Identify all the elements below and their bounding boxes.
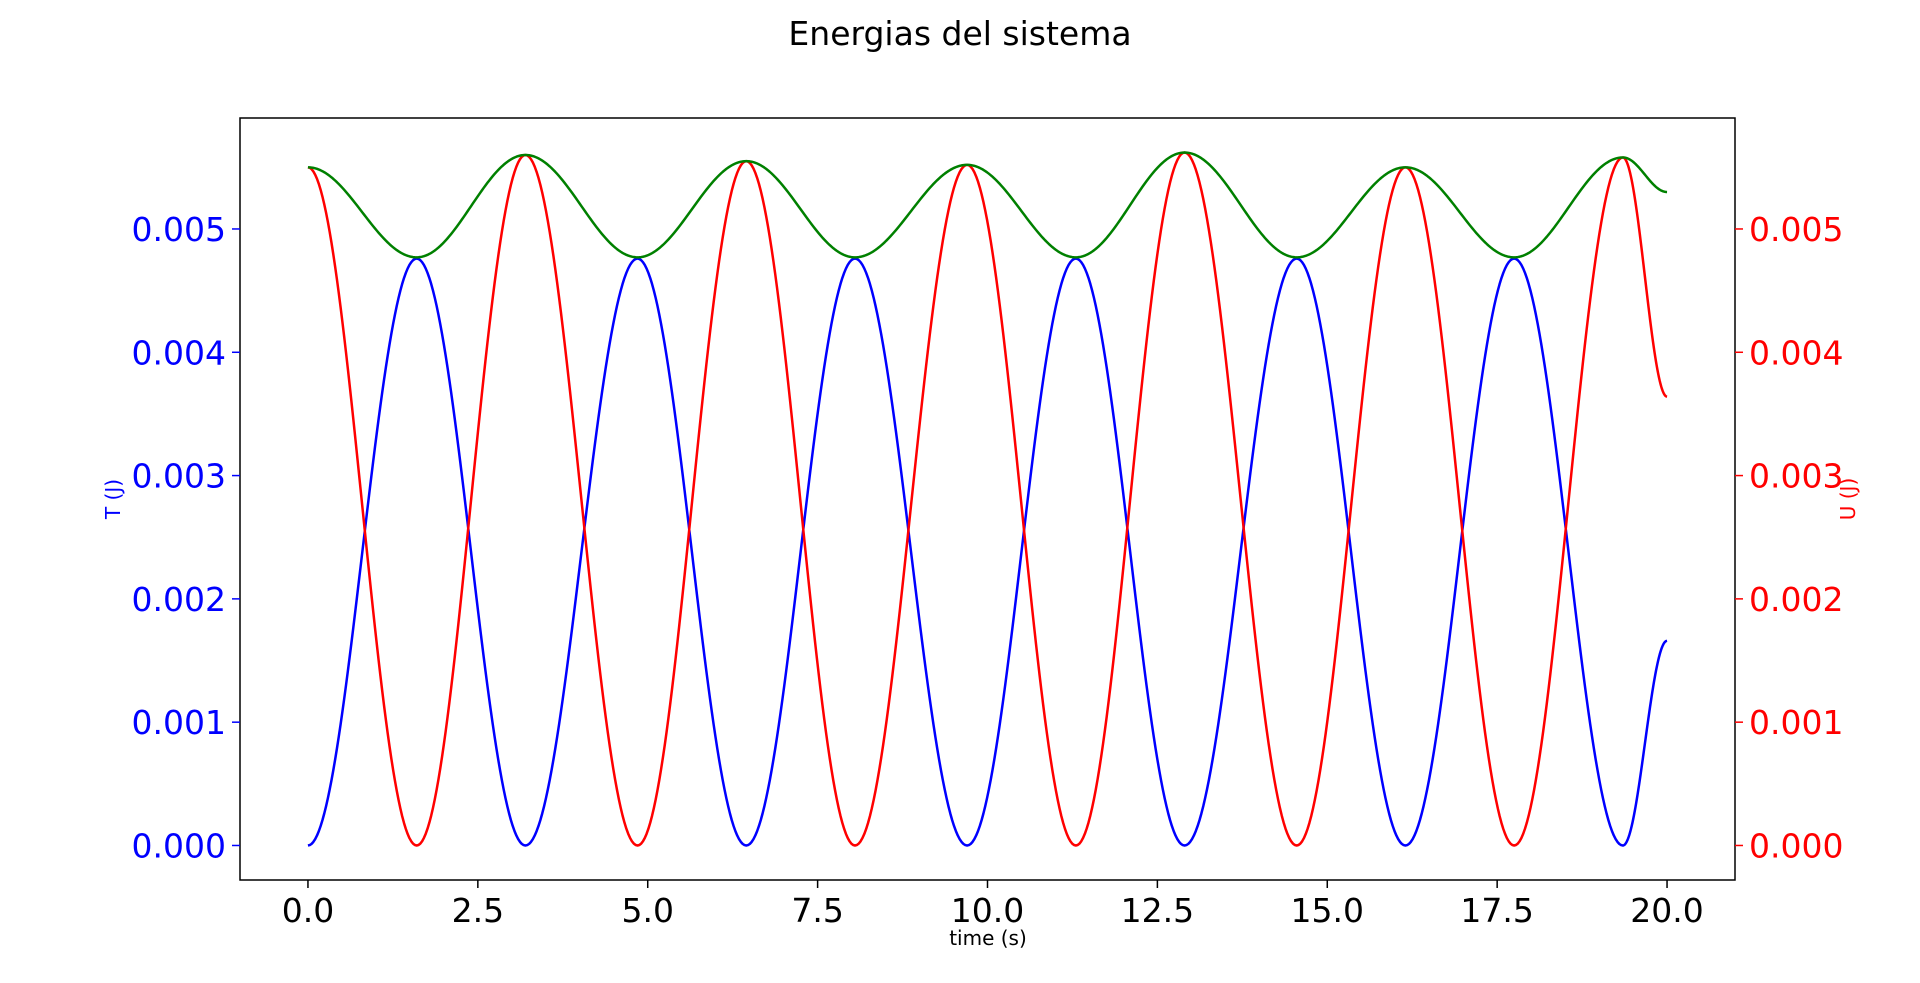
y-left-tick-label: 0.004 (132, 333, 226, 372)
chart-title: Energias del sistema (788, 14, 1131, 53)
y-right-tick-label: 0.000 (1749, 826, 1843, 865)
y-left-tick-label: 0.000 (132, 826, 226, 865)
x-tick-label: 2.5 (452, 891, 504, 930)
y-left-tick-label: 0.002 (132, 580, 226, 619)
x-axis-label: time (s) (949, 926, 1027, 950)
series-layer (307, 151, 1668, 847)
x-tick-label: 0.0 (282, 891, 334, 930)
x-tick-label: 10.0 (951, 891, 1024, 930)
y-right-tick-label: 0.004 (1749, 333, 1843, 372)
y-left-tick-label: 0.005 (132, 210, 226, 249)
x-tick-label: 7.5 (791, 891, 843, 930)
y-left-tick-label: 0.003 (132, 457, 226, 496)
y-axis-label-right: U (J) (1836, 478, 1860, 521)
series-line-1 (307, 257, 1668, 847)
y-axis-label-left: T (J) (101, 479, 125, 520)
y-left-tick-label: 0.001 (132, 703, 226, 742)
x-tick-label: 12.5 (1121, 891, 1194, 930)
y-ticks-right: 0.000 0.001 0.002 0.003 0.004 0.005 (1735, 210, 1843, 865)
x-ticks: 0.0 2.5 5.0 7.5 10.0 12.5 15.0 17.5 20.0 (282, 880, 1704, 930)
y-right-tick-label: 0.003 (1749, 457, 1843, 496)
y-right-tick-label: 0.002 (1749, 580, 1843, 619)
series-line-3 (307, 151, 1668, 259)
x-tick-label: 5.0 (621, 891, 673, 930)
series-line-2 (307, 151, 1668, 847)
x-tick-label: 20.0 (1630, 891, 1703, 930)
y-right-tick-label: 0.001 (1749, 703, 1843, 742)
y-right-tick-label: 0.005 (1749, 210, 1843, 249)
x-tick-label: 17.5 (1460, 891, 1533, 930)
y-ticks-left: 0.000 0.001 0.002 0.003 0.004 0.005 (132, 210, 240, 865)
x-tick-label: 15.0 (1291, 891, 1364, 930)
